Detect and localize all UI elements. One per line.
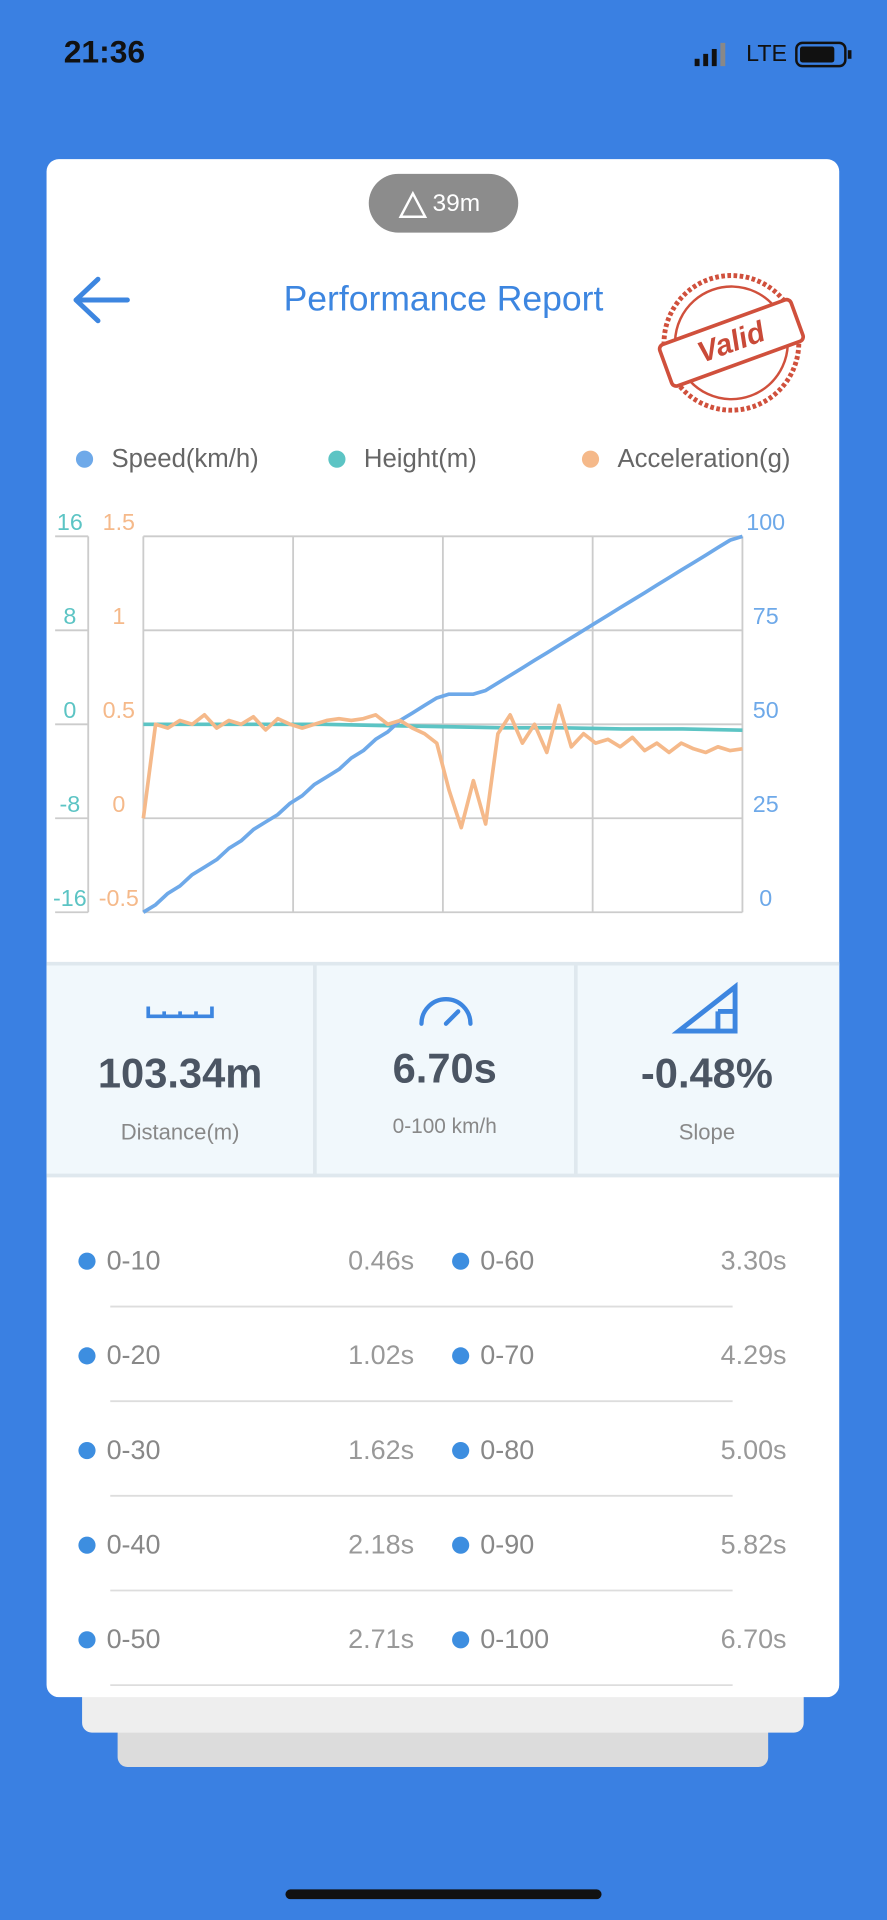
series-line bbox=[141, 703, 743, 830]
split-time: 5.00s bbox=[721, 1435, 787, 1465]
split-range: 0-30 bbox=[107, 1435, 161, 1465]
split-dot bbox=[452, 1347, 470, 1365]
splits-list: 0-10 0.46s 0-20 1.02s 0-30 1.62s 0-40 2.18s 0-50… bbox=[78, 1246, 787, 1687]
stat-label: Slope bbox=[679, 1120, 735, 1145]
home-indicator bbox=[285, 1889, 602, 1900]
stat-value: 103.34m bbox=[98, 1049, 262, 1096]
split-dot bbox=[78, 1252, 96, 1270]
split-dot bbox=[452, 1252, 470, 1270]
split-time: 1.62s bbox=[348, 1435, 414, 1465]
y-tick-label: -8 bbox=[59, 791, 80, 817]
legend-marker bbox=[75, 450, 94, 468]
y-tick-label: 100 bbox=[746, 509, 785, 535]
altitude-value: 39m bbox=[432, 190, 480, 217]
split-time: 3.30s bbox=[721, 1246, 787, 1276]
split-dot bbox=[452, 1631, 470, 1649]
legend-label: Acceleration(g) bbox=[617, 445, 790, 473]
status-network: LTE bbox=[746, 40, 787, 66]
y-tick-label: -0.5 bbox=[99, 885, 139, 911]
stat-label: Distance(m) bbox=[121, 1120, 240, 1145]
split-time: 6.70s bbox=[721, 1624, 787, 1654]
y-tick-label: 0.5 bbox=[103, 697, 135, 723]
legend-label: Height(m) bbox=[364, 445, 477, 473]
chart: Speed(km/h) Height(m) Acceleration(g) -16 -8… bbox=[53, 445, 790, 914]
split-time: 2.18s bbox=[348, 1530, 414, 1560]
series-line bbox=[142, 534, 743, 914]
split-time: 4.29s bbox=[721, 1340, 787, 1370]
y-tick-label: 0 bbox=[112, 791, 125, 817]
y-tick-label: 16 bbox=[57, 509, 83, 535]
split-dot bbox=[78, 1441, 96, 1460]
split-dot bbox=[78, 1347, 96, 1365]
split-range: 0-80 bbox=[480, 1435, 534, 1465]
back-button[interactable] bbox=[73, 276, 130, 324]
split-time: 2.71s bbox=[348, 1624, 414, 1654]
y-tick-label: 75 bbox=[753, 603, 779, 629]
page-title: Performance Report bbox=[284, 279, 604, 319]
stat-label: 0-100 km/h bbox=[393, 1115, 497, 1138]
split-time: 0.46s bbox=[348, 1246, 414, 1276]
stat-value: -0.48% bbox=[641, 1049, 773, 1096]
split-range: 0-100 bbox=[480, 1624, 549, 1654]
signal-icon bbox=[694, 42, 726, 67]
slope-icon bbox=[671, 981, 738, 1034]
y-tick-label: 25 bbox=[753, 791, 779, 817]
y-tick-label: 1.5 bbox=[103, 509, 135, 535]
valid-stamp: Valid bbox=[657, 273, 806, 413]
ruler-icon bbox=[146, 1006, 214, 1019]
split-range: 0-40 bbox=[107, 1530, 161, 1560]
y-tick-label: 8 bbox=[63, 603, 76, 629]
split-dot bbox=[78, 1631, 96, 1649]
stat-value: 6.70s bbox=[393, 1044, 497, 1091]
gauge-icon bbox=[419, 997, 473, 1026]
split-dot bbox=[452, 1536, 470, 1554]
split-range: 0-70 bbox=[480, 1340, 534, 1370]
card bbox=[46, 159, 840, 1698]
legend-label: Speed(km/h) bbox=[111, 445, 258, 473]
y-tick-label: 50 bbox=[753, 697, 779, 723]
split-dot bbox=[452, 1441, 470, 1460]
status-time: 21:36 bbox=[64, 33, 145, 69]
split-range: 0-50 bbox=[107, 1624, 161, 1654]
legend-marker bbox=[328, 450, 346, 468]
split-time: 5.82s bbox=[721, 1530, 787, 1560]
split-range: 0-90 bbox=[480, 1530, 534, 1560]
y-tick-label: 1 bbox=[112, 603, 125, 629]
split-range: 0-10 bbox=[107, 1246, 161, 1276]
stats-dividers bbox=[46, 961, 840, 1178]
y-tick-label: 0 bbox=[759, 885, 772, 911]
y-tick-label: -16 bbox=[53, 885, 87, 911]
legend-marker bbox=[581, 450, 600, 468]
split-time: 1.02s bbox=[348, 1340, 414, 1370]
split-dot bbox=[78, 1536, 96, 1554]
split-range: 0-20 bbox=[107, 1340, 161, 1370]
battery-icon bbox=[795, 41, 852, 68]
mountain-icon bbox=[398, 190, 428, 218]
split-range: 0-60 bbox=[480, 1246, 534, 1276]
y-tick-label: 0 bbox=[63, 697, 76, 723]
